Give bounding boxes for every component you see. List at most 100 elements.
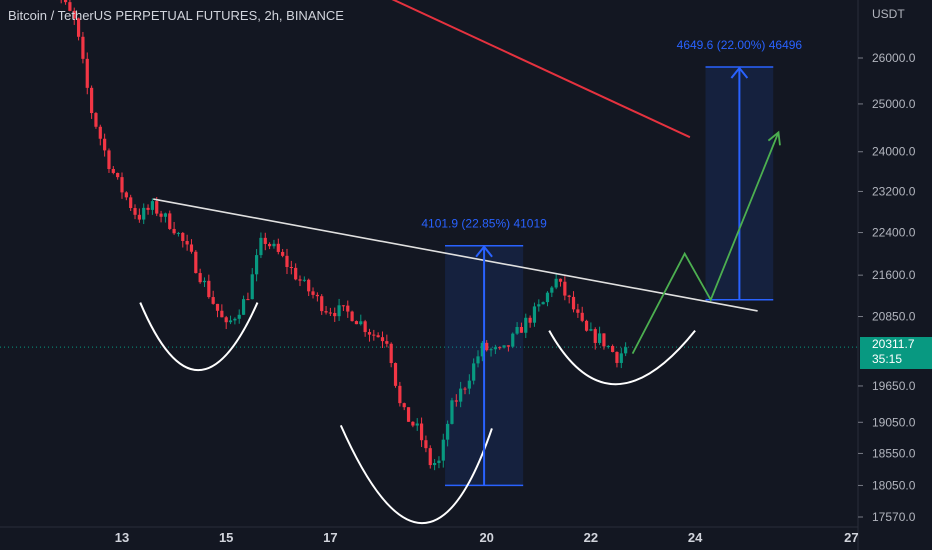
candle-body	[459, 388, 463, 402]
candle-body	[402, 403, 406, 408]
price-tick-label: 17570.0	[872, 510, 916, 524]
candle-body	[220, 310, 224, 318]
candle-body	[398, 385, 402, 404]
candle-body	[85, 58, 89, 88]
candle-body	[298, 279, 302, 281]
candle-body	[224, 317, 228, 323]
candle-body	[550, 287, 554, 293]
candle-body	[311, 291, 315, 295]
candle-body	[463, 388, 467, 390]
candle-body	[137, 214, 141, 220]
measure-label: 4649.6 (22.00%) 46496	[677, 38, 803, 52]
candle-body	[315, 294, 319, 297]
candle-body	[72, 10, 76, 19]
price-tick-label: 22400.0	[872, 226, 916, 240]
candle-body	[237, 314, 241, 319]
candle-body	[202, 280, 207, 283]
price-tick-label: 18050.0	[872, 478, 916, 492]
date-tick-label: 15	[219, 530, 233, 545]
candle-body	[189, 244, 194, 252]
candle-body	[450, 400, 454, 424]
candle-body	[380, 337, 385, 342]
candle-body	[437, 460, 441, 464]
price-tick-label: 24000.0	[872, 145, 916, 159]
candle-body	[606, 346, 610, 348]
date-tick-label: 24	[688, 530, 703, 545]
candle-body	[333, 312, 337, 317]
candle-body	[350, 311, 354, 322]
candle-body	[372, 334, 376, 336]
measure-label: 4101.9 (22.85%) 41019	[421, 217, 547, 231]
candle-body	[498, 347, 502, 349]
time-axis[interactable]: 13 15 17 20 22 24 27	[115, 530, 859, 545]
candle-body	[276, 243, 280, 252]
candle-body	[493, 347, 497, 350]
candle-body	[393, 363, 398, 386]
date-tick-label: 22	[584, 530, 598, 545]
candle-body	[324, 311, 328, 313]
candle-body	[150, 201, 154, 210]
candle-body	[176, 232, 181, 234]
candle-body	[272, 243, 276, 247]
projection-path	[631, 132, 780, 355]
candle-body	[285, 255, 289, 268]
current-price-tag: 20311.7 35:15	[860, 337, 932, 369]
measure-arrow-head	[730, 66, 749, 79]
price-tick-label: 26000.0	[872, 51, 916, 65]
candle-body	[593, 329, 597, 343]
candle-body	[233, 318, 237, 321]
candle-body	[558, 278, 563, 282]
left-shoulder-curve	[139, 302, 259, 372]
candle-body	[341, 305, 346, 307]
candle-body	[181, 232, 185, 241]
candle-body	[597, 333, 602, 343]
candle-body	[215, 303, 220, 311]
candle-body	[367, 332, 372, 335]
candle-body	[98, 126, 102, 139]
candle-body	[415, 423, 419, 426]
price-tick-label: 23200.0	[872, 184, 916, 198]
candle-body	[363, 321, 367, 333]
price-tick-label: 19050.0	[872, 415, 916, 429]
candle-body	[241, 299, 246, 315]
candle-body	[554, 278, 558, 288]
date-tick-label: 27	[844, 530, 858, 545]
candle-body	[107, 150, 111, 169]
candle-body	[602, 333, 606, 347]
candle-body	[354, 321, 359, 325]
candle-body	[476, 356, 480, 364]
candle-body	[250, 274, 254, 300]
candle-body	[328, 312, 332, 314]
candle-body	[615, 351, 619, 363]
candle-body	[389, 343, 393, 364]
candle-body	[624, 347, 628, 354]
candle-body	[307, 279, 311, 292]
candle-body	[116, 172, 120, 178]
candle-body	[515, 327, 519, 334]
candle-body	[580, 312, 584, 321]
candle-body	[619, 353, 623, 363]
candle-body	[611, 346, 615, 352]
candle-body	[228, 320, 233, 323]
candle-body	[480, 342, 484, 357]
candle-body	[254, 255, 259, 275]
candle-body	[281, 251, 285, 256]
candle-body	[163, 213, 168, 217]
candle-body	[506, 345, 511, 347]
moving-average-line	[391, 0, 691, 139]
price-axis[interactable]: USDT 26000.0 25000.0 24000.0 23200.0 22400.0 2…	[858, 7, 916, 524]
candle-body	[576, 309, 580, 313]
candle-body	[589, 329, 593, 331]
candle-body	[528, 317, 532, 323]
candle-body	[419, 423, 424, 441]
candle-body	[567, 295, 571, 297]
head-curve	[339, 424, 493, 524]
candle-body	[320, 296, 324, 312]
candle-body	[519, 327, 524, 333]
candle-body	[120, 177, 124, 193]
candle-body	[346, 305, 350, 312]
candle-body	[489, 349, 493, 351]
candle-body	[185, 240, 189, 245]
candle-body	[194, 251, 198, 274]
